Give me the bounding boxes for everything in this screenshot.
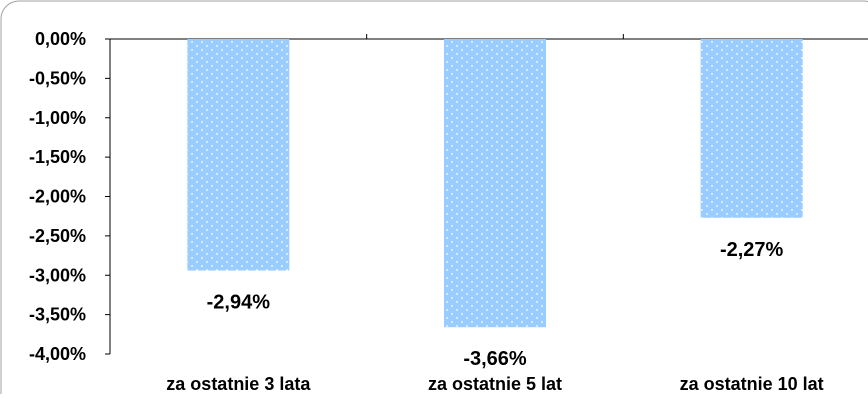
value-label: -3,66% [463, 348, 527, 370]
y-tick-label: -1,50% [29, 147, 86, 167]
bar [700, 39, 803, 218]
y-tick-label: -2,50% [29, 226, 86, 246]
category-label: za ostatnie 10 lat [680, 374, 824, 394]
bar [187, 39, 290, 271]
y-tick-label: -1,00% [29, 108, 86, 128]
value-label: -2,27% [720, 239, 784, 261]
category-label: za ostatnie 5 lat [428, 374, 562, 394]
bar [444, 39, 546, 328]
y-tick-label: -3,00% [29, 265, 86, 285]
y-tick-label: -0,50% [29, 68, 86, 88]
category-label: za ostatnie 3 lata [166, 374, 311, 394]
y-tick-label: -3,50% [29, 305, 86, 325]
y-tick-label: -4,00% [29, 344, 86, 364]
value-label: -2,94% [207, 292, 271, 314]
y-tick-label: 0,00% [35, 29, 86, 49]
y-tick-label: -2,00% [29, 187, 86, 207]
